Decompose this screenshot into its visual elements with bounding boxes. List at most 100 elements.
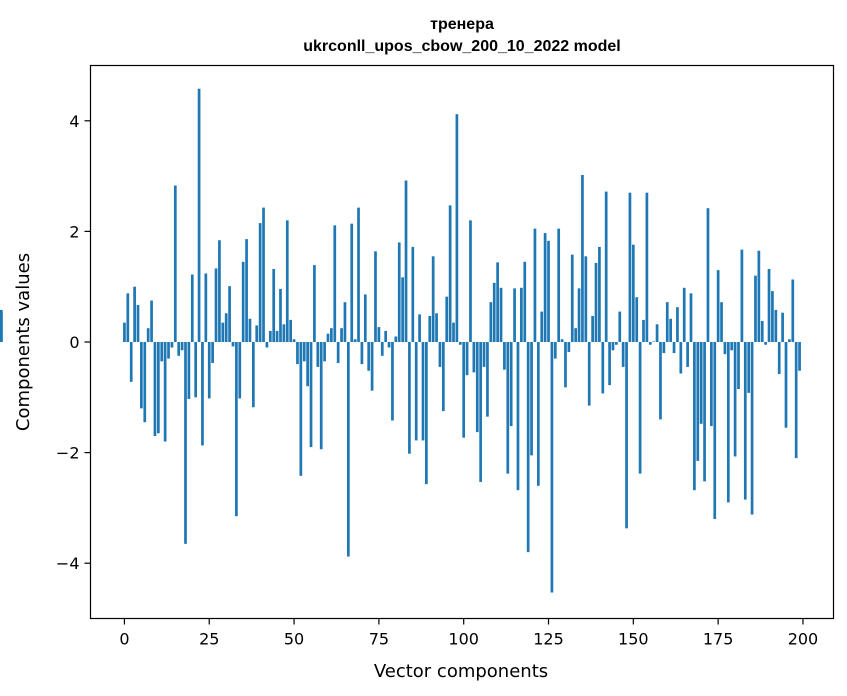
bar-13	[167, 342, 170, 359]
bar-12	[163, 342, 167, 442]
bar-150	[631, 244, 635, 342]
bar-197	[791, 279, 795, 342]
bar-160	[665, 302, 669, 342]
bar-172	[706, 208, 710, 342]
bar-144	[611, 342, 615, 351]
bar-106	[482, 342, 486, 367]
y-tick-label: 0	[69, 333, 79, 352]
bar-154	[645, 192, 649, 342]
bar-131	[567, 342, 571, 352]
bar-181	[737, 342, 740, 389]
bar-31	[228, 286, 231, 342]
bar-70	[360, 342, 364, 365]
bar-189	[764, 342, 767, 345]
bar-67	[350, 223, 354, 342]
bar-46	[279, 288, 282, 342]
bar-23	[201, 342, 204, 446]
bar-141	[601, 342, 605, 394]
bar-5	[140, 342, 143, 409]
bar-175	[716, 270, 720, 342]
bar-113	[506, 342, 510, 474]
bar-10	[157, 342, 160, 434]
bar-17	[180, 342, 184, 351]
bar-187	[757, 250, 761, 342]
x-tick-label: 25	[199, 630, 219, 649]
y-axis-ticks: 4 2 0 −2 −4	[56, 112, 91, 573]
bar-60	[326, 333, 330, 342]
bar-152	[638, 342, 642, 474]
bar-116	[516, 342, 520, 491]
bar-149	[628, 192, 632, 342]
bar-114	[509, 342, 513, 427]
bar-80	[394, 336, 398, 342]
bar-107	[486, 342, 489, 417]
bar-24	[204, 273, 208, 342]
bar-25	[207, 342, 211, 399]
bar-105	[479, 342, 483, 482]
bar-41	[262, 207, 265, 342]
y-tick-label: −4	[56, 554, 80, 573]
bar-163	[676, 307, 679, 342]
bar-91	[431, 256, 435, 342]
bar-140	[598, 246, 601, 342]
chart-title-line1: тренера	[430, 16, 494, 33]
bar-76	[380, 342, 384, 356]
bar-167	[689, 293, 693, 342]
bar-124	[543, 233, 547, 342]
bar-34	[238, 342, 242, 399]
bar-44	[272, 269, 276, 342]
bar-100	[462, 342, 466, 438]
bar-58	[319, 342, 323, 450]
bar-62	[333, 225, 337, 342]
plot-area-frame	[89, 64, 835, 620]
bar-176	[720, 302, 723, 342]
bar-undefined	[0, 312, 3, 342]
bar-171	[703, 342, 706, 482]
bar-9	[153, 342, 157, 437]
bar-79	[391, 342, 394, 421]
bar-37	[248, 318, 252, 342]
bar-195	[784, 342, 788, 428]
bar-88	[421, 342, 425, 441]
bar-27	[214, 268, 218, 342]
bar-180	[733, 342, 737, 457]
bar-185	[750, 342, 754, 515]
bar-157	[655, 324, 659, 342]
bar-43	[268, 330, 272, 342]
bar-69	[357, 207, 360, 342]
bar-112	[503, 342, 506, 370]
bar-179	[730, 342, 734, 351]
x-tick-label: 75	[369, 630, 389, 649]
bar-94	[441, 342, 445, 412]
bar-103	[472, 342, 476, 373]
bar-3	[133, 286, 136, 342]
bar-30	[224, 313, 228, 342]
bar-96	[448, 205, 452, 342]
bar-75	[377, 327, 381, 342]
bar-18	[184, 342, 187, 544]
bar-174	[713, 342, 717, 519]
bar-65	[343, 302, 347, 342]
bar-4	[136, 304, 140, 342]
chart-title-line2: ukrconll_upos_cbow_200_10_2022 model	[303, 38, 620, 55]
bar-85	[411, 246, 415, 342]
bar-108	[489, 302, 493, 342]
bar-115	[513, 288, 516, 342]
bar-61	[330, 328, 333, 342]
bar-118	[523, 261, 527, 342]
bar-98	[455, 114, 459, 342]
bar-73	[370, 342, 374, 391]
bar-139	[594, 262, 598, 342]
bar-145	[615, 342, 618, 345]
bar-57	[316, 342, 320, 367]
bar-87	[418, 314, 421, 342]
bar-128	[557, 228, 561, 342]
bar-7	[146, 328, 150, 342]
bar-120	[530, 342, 533, 456]
bar-134	[577, 288, 581, 342]
bar-26	[211, 342, 214, 364]
bar-117	[520, 287, 523, 342]
bar-191	[771, 291, 774, 342]
bar-36	[245, 239, 248, 342]
